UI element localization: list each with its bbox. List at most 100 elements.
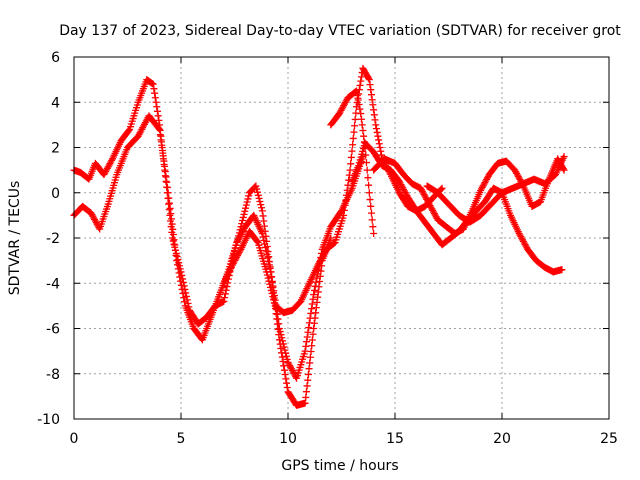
data-point (169, 237, 177, 245)
data-point (167, 210, 175, 218)
data-point (312, 278, 320, 286)
x-tick-label: 5 (177, 431, 186, 447)
data-point (262, 247, 270, 255)
data-point (357, 77, 365, 85)
y-tick-label: 2 (51, 141, 60, 157)
data-point (153, 107, 161, 115)
data-point (367, 86, 375, 94)
data-point (283, 379, 291, 387)
x-tick-label: 10 (279, 431, 297, 447)
data-point (162, 173, 170, 181)
data-point (313, 298, 321, 306)
data-point (280, 343, 288, 351)
data-point (357, 115, 365, 123)
data-point (304, 328, 312, 336)
data-point (168, 220, 176, 228)
data-point (283, 355, 291, 363)
data-point (270, 299, 278, 307)
y-tick-label: -4 (46, 276, 60, 292)
data-point (302, 393, 310, 401)
data-point (307, 309, 315, 317)
data-point (275, 320, 283, 328)
data-point (268, 290, 276, 298)
data-point (181, 298, 189, 306)
data-point (560, 166, 568, 174)
data-point (166, 204, 174, 212)
data-point (305, 319, 313, 327)
data-point (350, 128, 358, 136)
data-point (172, 251, 180, 259)
data-point (309, 295, 317, 303)
data-point (365, 76, 373, 84)
data-point (158, 141, 166, 149)
data-point (344, 181, 352, 189)
data-point (305, 324, 313, 332)
data-point (438, 184, 446, 192)
series-track-1 (70, 76, 335, 409)
data-point (303, 333, 311, 341)
data-point (279, 340, 287, 348)
y-tick-label: -8 (46, 367, 60, 383)
data-point (306, 314, 314, 322)
data-point (150, 85, 158, 93)
data-point (302, 388, 310, 396)
data-point (156, 131, 164, 139)
data-point (309, 330, 317, 338)
series-track-6 (423, 153, 568, 226)
data-point (306, 353, 314, 361)
data-point (347, 153, 355, 161)
data-point (377, 147, 385, 155)
data-point (280, 366, 288, 374)
data-point (354, 96, 362, 104)
data-point (258, 229, 266, 237)
data-point (304, 376, 312, 384)
data-point (359, 127, 367, 135)
data-point (175, 269, 183, 277)
data-point (558, 266, 566, 274)
data-point (283, 384, 291, 392)
data-point (341, 201, 349, 209)
data-point (260, 236, 268, 244)
data-point (342, 191, 350, 199)
data-point (273, 310, 281, 318)
data-point (362, 159, 370, 167)
data-point (340, 206, 348, 214)
data-point (302, 342, 310, 350)
data-point (155, 116, 163, 124)
data-point (258, 204, 266, 212)
data-point (373, 128, 381, 136)
data-point (279, 337, 287, 345)
data-point (242, 204, 250, 212)
data-point (260, 217, 268, 225)
data-point (374, 132, 382, 140)
data-point (367, 91, 375, 99)
data-point (244, 195, 252, 203)
data-point (370, 106, 378, 114)
data-point (165, 194, 173, 202)
data-point (352, 87, 360, 95)
data-point (281, 346, 289, 354)
data-point (265, 261, 273, 269)
x-tick-label: 20 (493, 431, 511, 447)
data-point (347, 160, 355, 168)
data-point (149, 80, 157, 88)
data-point (308, 336, 316, 344)
data-point (174, 265, 182, 273)
data-point (372, 125, 380, 133)
data-point (238, 220, 246, 228)
data-point (308, 305, 316, 313)
data-point (171, 246, 179, 254)
data-point (164, 189, 172, 197)
data-point (310, 291, 318, 299)
data-point (351, 115, 359, 123)
data-point (311, 282, 319, 290)
data-point (375, 140, 383, 148)
data-point (270, 296, 278, 304)
data-point (307, 347, 315, 355)
data-point (308, 300, 316, 308)
data-point (363, 166, 371, 174)
data-point (157, 136, 165, 144)
data-point (360, 132, 368, 140)
data-point (303, 382, 311, 390)
